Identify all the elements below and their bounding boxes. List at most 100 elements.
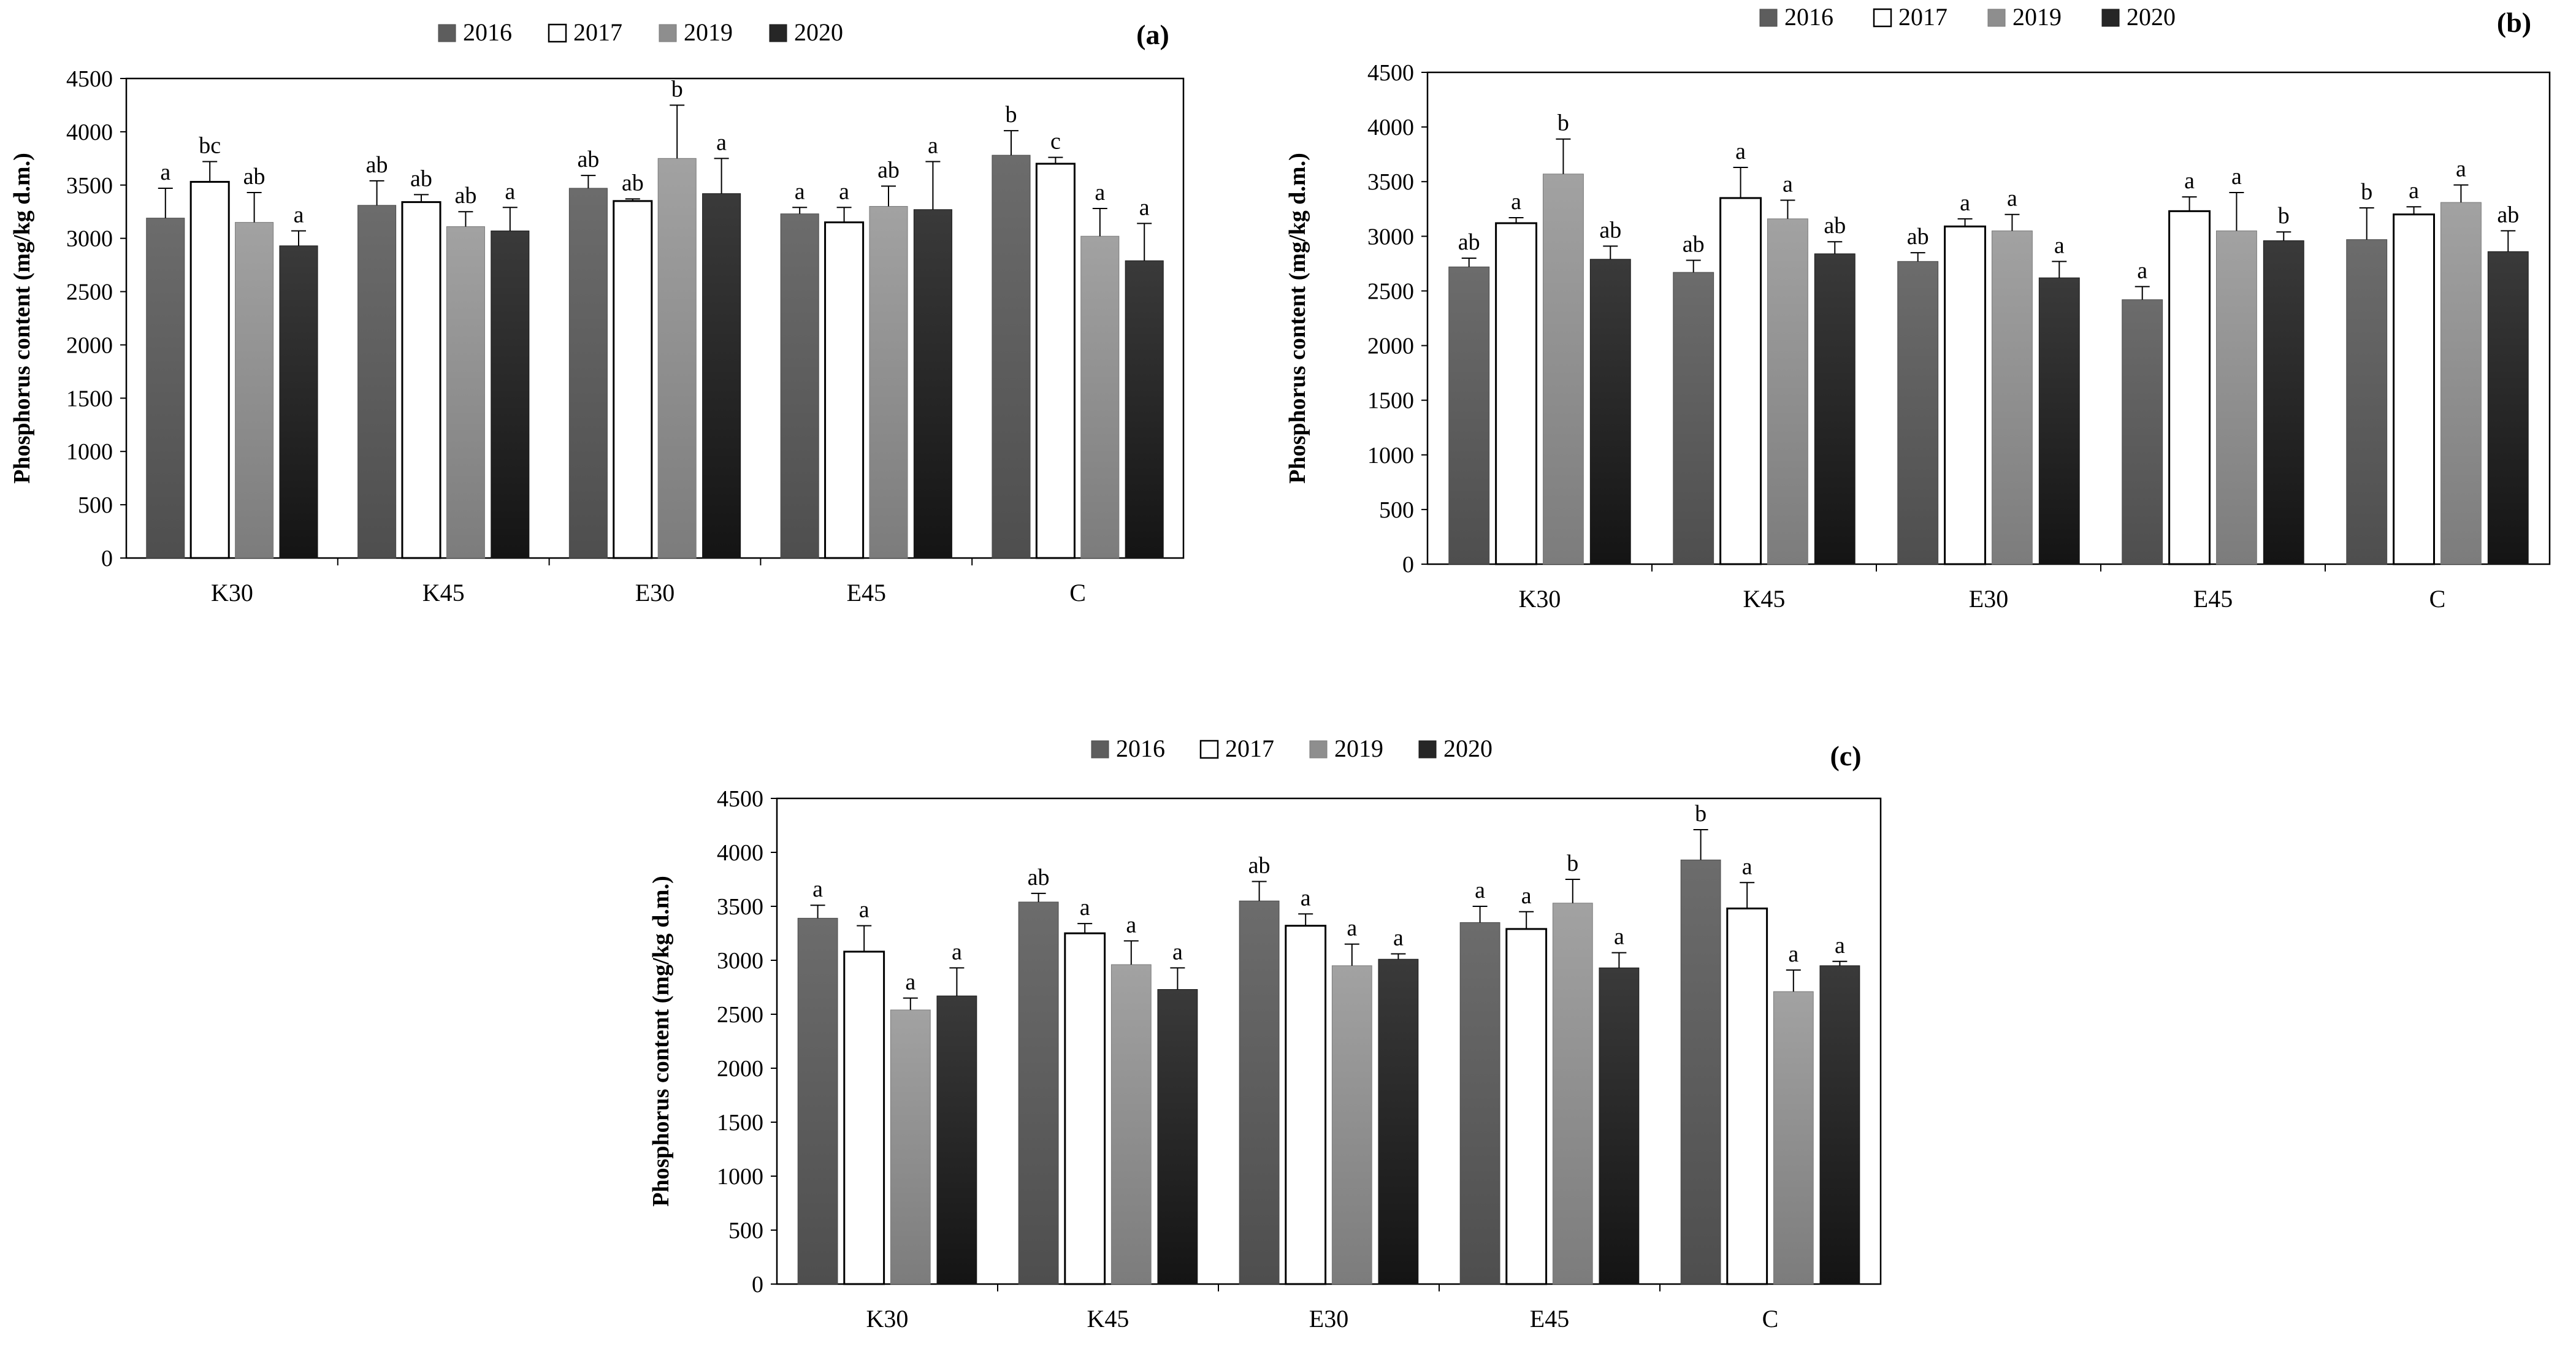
bar-K45-2019: [1110, 964, 1152, 1285]
bar-C-2020: [2487, 251, 2529, 565]
legend-swatch-2020: [2101, 9, 2120, 27]
y-tick-label: 500: [728, 1218, 763, 1244]
plot-area-frame: [776, 797, 1882, 1285]
panel-letter-a: (a): [1136, 19, 1169, 50]
y-tick-label: 4000: [66, 120, 113, 145]
bar-K45-2017: [1719, 197, 1762, 565]
chart-svg-c: 2016 2017 2019 2020 (c) Phosphorus content (m…: [648, 735, 1882, 1333]
y-tick-label: 0: [752, 1272, 763, 1298]
significance-label-E45-2016: a: [2137, 258, 2147, 283]
significance-label-K30-2016: a: [160, 159, 170, 185]
bar-C-2016: [2346, 239, 2388, 565]
bar-E30-2019: [1991, 230, 2033, 565]
x-category-label-E30: E30: [1309, 1305, 1348, 1333]
bar-E45-2017: [2168, 210, 2211, 565]
significance-label-E30-2016: ab: [1248, 853, 1271, 879]
y-tick-label: 4500: [717, 786, 763, 812]
bar-E45-2016: [780, 213, 819, 559]
chart-svg-b: 2016 2017 2019 2020 (b) Phosphorus content (m…: [1285, 3, 2551, 613]
bar-C-2019: [1773, 991, 1814, 1285]
legend-label-2019: 2019: [1334, 735, 1383, 762]
significance-label-K30-2019: b: [1557, 110, 1569, 136]
y-tick-label: 4000: [717, 840, 763, 866]
x-category-label-K45: K45: [422, 579, 465, 606]
bar-E45-2020: [1599, 967, 1640, 1285]
significance-label-E45-2017: a: [1521, 883, 1532, 909]
significance-label-K45-2016: ab: [1028, 865, 1050, 890]
bar-K45-2019: [446, 226, 485, 559]
bar-E30-2020: [2038, 277, 2080, 565]
significance-label-E45-2020: a: [1614, 924, 1624, 950]
y-tick-label: 3500: [66, 173, 113, 199]
significance-label-K30-2017: a: [1511, 189, 1521, 215]
significance-label-K45-2016: ab: [366, 152, 388, 178]
legend-label-2016: 2016: [1116, 735, 1165, 762]
bar-K30-2019: [1542, 174, 1584, 565]
significance-label-E30-2017: a: [1301, 885, 1311, 911]
y-tick-label: 500: [78, 492, 113, 518]
bar-E45-2019: [1552, 903, 1593, 1285]
bar-C-2017: [1726, 908, 1768, 1285]
plot-area-frame: [1426, 71, 2551, 565]
significance-label-C-2016: b: [1695, 801, 1707, 827]
bar-E45-2017: [824, 221, 865, 559]
legend-label-2016: 2016: [463, 18, 512, 46]
bar-K45-2016: [357, 205, 397, 559]
y-tick-label: 3000: [717, 948, 763, 974]
significance-label-C-2020: ab: [2497, 202, 2519, 228]
significance-label-E45-2019: a: [2231, 164, 2242, 189]
significance-label-E30-2020: a: [716, 129, 727, 155]
significance-label-C-2019: a: [1095, 180, 1105, 205]
y-tick-label: 1500: [717, 1110, 763, 1136]
bar-C-2020: [1125, 260, 1164, 559]
x-category-label-E45: E45: [2193, 585, 2233, 613]
x-category-label-E30: E30: [635, 579, 675, 606]
bar-K30-2020: [279, 245, 318, 559]
bar-E45-2019: [869, 206, 908, 559]
y-tick-label: 3500: [717, 894, 763, 920]
legend-swatch-2017: [548, 23, 567, 43]
significance-label-E45-2017: a: [2184, 168, 2195, 194]
x-category-label-E30: E30: [1969, 585, 2008, 613]
legend-label-2016: 2016: [1784, 3, 1833, 31]
y-tick-label: 1500: [66, 386, 113, 411]
significance-label-K30-2020: a: [294, 202, 304, 228]
y-tick-label: 1500: [1367, 388, 1414, 414]
bar-K30-2017: [1495, 222, 1538, 565]
y-tick-label: 3000: [66, 226, 113, 252]
significance-label-K45-2020: a: [1172, 939, 1183, 965]
y-tick-label: 1000: [66, 439, 113, 465]
y-tick-label: 4500: [66, 66, 113, 92]
bar-E30-2016: [1239, 900, 1280, 1285]
significance-label-E30-2019: a: [2007, 186, 2017, 212]
bar-E30-2017: [613, 200, 653, 559]
significance-label-K30-2016: ab: [1458, 229, 1480, 255]
bar-E30-2019: [657, 158, 697, 559]
bar-E30-2020: [702, 193, 741, 559]
bar-E30-2017: [1285, 925, 1327, 1285]
bar-K30-2016: [1448, 266, 1490, 565]
significance-label-C-2019: a: [1788, 941, 1798, 967]
bar-K30-2019: [235, 222, 274, 559]
legend-swatch-2016: [438, 24, 456, 42]
x-category-label-K30: K30: [1519, 585, 1561, 613]
significance-label-E30-2016: ab: [577, 147, 599, 172]
significance-label-E45-2016: a: [795, 178, 805, 204]
bar-C-2017: [2393, 213, 2436, 565]
x-category-label-K45: K45: [1087, 1305, 1129, 1333]
legend-label-2020: 2020: [2127, 3, 2176, 31]
y-tick-label: 4500: [1367, 60, 1414, 86]
significance-label-C-2017: a: [1742, 854, 1752, 879]
significance-label-E30-2016: ab: [1907, 224, 1929, 250]
bar-K30-2017: [189, 181, 230, 559]
legend-label-2017: 2017: [573, 18, 622, 46]
bar-E45-2020: [913, 209, 952, 559]
significance-label-K30-2020: ab: [1599, 217, 1621, 243]
chart-svg-a: 2016 2017 2019 2020 (a) Phosphorus content (m…: [9, 18, 1185, 606]
significance-label-K45-2017: a: [1735, 139, 1746, 164]
significance-label-E45-2019: b: [1567, 851, 1578, 876]
bar-C-2017: [1035, 163, 1076, 559]
bar-K30-2016: [797, 917, 838, 1285]
bar-E45-2016: [2122, 299, 2163, 565]
x-category-label-K45: K45: [1743, 585, 1786, 613]
